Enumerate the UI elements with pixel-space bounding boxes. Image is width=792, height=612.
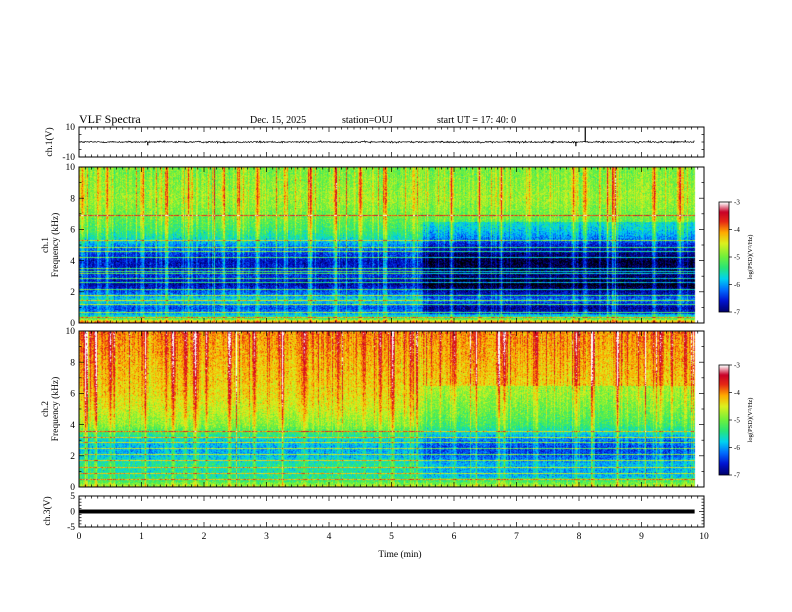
y-tick-label: 8: [70, 194, 75, 204]
figure-title: VLF Spectra: [79, 112, 141, 126]
time-tick-label: 1: [139, 532, 144, 542]
time-tick-label: 2: [202, 532, 207, 542]
ch3-y-axis-label: ch.3(V): [42, 496, 53, 525]
y-tick-label: 10: [66, 327, 76, 337]
ch1-waveform-panel: -10 10 ch.1(V): [44, 123, 705, 163]
y-tick-label: -5: [67, 523, 75, 533]
y-tick-label: 0: [70, 508, 75, 518]
header-date: Dec. 15, 2025: [250, 115, 306, 126]
ch2-colorbar-gradient: [719, 365, 729, 475]
colorbar-tick-label: -4: [734, 226, 740, 234]
ch2-frequency-label: Frequency (kHz): [50, 377, 61, 442]
colorbar-tick-label: -3: [734, 362, 740, 370]
ch1-spikes: [147, 127, 686, 147]
y-tick-label: 10: [66, 163, 76, 173]
time-tick-label: 10: [699, 532, 709, 542]
colorbar-tick-label: -5: [734, 254, 740, 262]
time-tick-label: 9: [639, 532, 644, 542]
ch1-channel-label: ch.1: [41, 237, 51, 253]
ch1-frequency-ticks: 0 2 4 6 8 10: [66, 163, 705, 329]
ch1-trace: [78, 139, 695, 145]
ch1-colorbar-gradient: [719, 202, 729, 312]
colorbar-tick-label: -5: [734, 417, 740, 425]
y-tick-label: 2: [70, 288, 75, 298]
ch1-y-axis-label: ch.1(V): [44, 127, 55, 156]
time-tick-label: 5: [389, 532, 394, 542]
time-x-axis-label: Time (min): [378, 549, 421, 560]
y-tick-label: 4: [70, 257, 75, 267]
y-tick-label: 0: [70, 319, 75, 329]
ch3-waveform-panel: -505 ch.3(V) 0 1 2 3 4 5 6 7 8 9 10 Time (min): [42, 492, 709, 560]
ch2-frequency-ticks: 0 2 4 6 8 10: [66, 327, 705, 493]
time-tick-label: 7: [514, 532, 519, 542]
y-tick-label: 6: [70, 390, 75, 400]
time-tick-label: 3: [264, 532, 269, 542]
ch2-colorbar: -7 -6 -5 -4 -3 log(PSD)(V²/Hz): [718, 362, 754, 480]
colorbar-tick-label: -7: [734, 309, 740, 317]
y-tick-label: 2: [70, 452, 75, 462]
ch2-colorbar-ticks: -7 -6 -5 -4 -3: [729, 362, 740, 480]
y-tick-label: 6: [70, 226, 75, 236]
time-tick-label: 0: [77, 532, 82, 542]
ch1-colorbar-ticks: -7 -6 -5 -4 -3: [729, 199, 740, 317]
ch1-y-ticks: -10 10: [62, 123, 705, 163]
ch1-colorbar-label: log(PSD)(V²/Hz): [747, 235, 754, 280]
colorbar-tick-label: -4: [734, 389, 740, 397]
ch1-colorbar: -7 -6 -5 -4 -3 log(PSD)(V²/Hz): [718, 199, 754, 317]
y-tick-label: -10: [62, 153, 75, 163]
ch2-channel-label: ch.2: [41, 401, 51, 417]
time-x-ticks: 0 1 2 3 4 5 6 7 8 9 10: [77, 496, 709, 542]
colorbar-tick-label: -6: [734, 281, 740, 289]
time-tick-label: 4: [327, 532, 332, 542]
y-tick-label: 10: [66, 123, 76, 133]
ch2-spectrogram-panel: 0 2 4 6 8 10 ch.2 Frequency (kHz) -7 -6 -5 -4 -3 …: [41, 327, 754, 493]
ch1-spectrogram-panel: 0 2 4 6 8 10 ch.1 Frequency (kHz) -7 -6 -5 -4 -3 …: [41, 163, 754, 329]
time-tick-label: 8: [577, 532, 582, 542]
colorbar-tick-label: -3: [734, 199, 740, 207]
ch1-frequency-label: Frequency (kHz): [50, 213, 61, 278]
ch2-spectrogram-image: [79, 331, 704, 487]
colorbar-tick-label: -7: [734, 472, 740, 480]
header-station: station=OUJ: [342, 115, 393, 126]
header-start-time: start UT = 17: 40: 0: [437, 115, 516, 126]
y-tick-label: 8: [70, 358, 75, 368]
y-tick-label: 0: [70, 483, 75, 493]
header: VLF Spectra Dec. 15, 2025 station=OUJ st…: [79, 112, 516, 126]
ch2-colorbar-label: log(PSD)(V²/Hz): [747, 398, 754, 443]
time-tick-label: 6: [452, 532, 457, 542]
y-tick-label: 4: [70, 421, 75, 431]
ch1-spectrogram-image: [79, 167, 704, 323]
y-tick-label: 5: [70, 492, 75, 502]
colorbar-tick-label: -6: [734, 444, 740, 452]
